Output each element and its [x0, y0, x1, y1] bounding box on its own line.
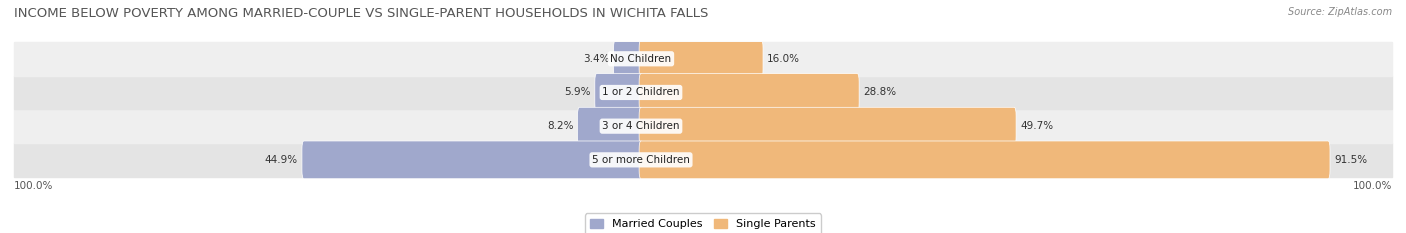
Bar — [14, 143, 1392, 177]
Text: 5 or more Children: 5 or more Children — [592, 155, 690, 165]
Text: 28.8%: 28.8% — [863, 87, 897, 97]
Text: 3 or 4 Children: 3 or 4 Children — [602, 121, 679, 131]
Text: 8.2%: 8.2% — [547, 121, 574, 131]
Text: 91.5%: 91.5% — [1334, 155, 1367, 165]
Text: Source: ZipAtlas.com: Source: ZipAtlas.com — [1288, 7, 1392, 17]
Text: No Children: No Children — [610, 54, 672, 64]
Text: INCOME BELOW POVERTY AMONG MARRIED-COUPLE VS SINGLE-PARENT HOUSEHOLDS IN WICHITA: INCOME BELOW POVERTY AMONG MARRIED-COUPL… — [14, 7, 709, 20]
Text: 100.0%: 100.0% — [14, 181, 53, 191]
Text: 100.0%: 100.0% — [1353, 181, 1392, 191]
Text: 1 or 2 Children: 1 or 2 Children — [602, 87, 679, 97]
Legend: Married Couples, Single Parents: Married Couples, Single Parents — [585, 213, 821, 233]
FancyBboxPatch shape — [640, 74, 859, 111]
FancyBboxPatch shape — [640, 40, 763, 78]
FancyBboxPatch shape — [595, 74, 643, 111]
FancyBboxPatch shape — [302, 141, 643, 179]
FancyBboxPatch shape — [613, 40, 643, 78]
FancyBboxPatch shape — [640, 107, 1017, 145]
Text: 16.0%: 16.0% — [768, 54, 800, 64]
Text: 3.4%: 3.4% — [583, 54, 609, 64]
Bar — [14, 76, 1392, 109]
Text: 49.7%: 49.7% — [1021, 121, 1053, 131]
Text: 44.9%: 44.9% — [264, 155, 298, 165]
FancyBboxPatch shape — [640, 141, 1330, 179]
Text: 5.9%: 5.9% — [564, 87, 591, 97]
Bar — [14, 109, 1392, 143]
Bar — [14, 42, 1392, 76]
FancyBboxPatch shape — [578, 107, 643, 145]
